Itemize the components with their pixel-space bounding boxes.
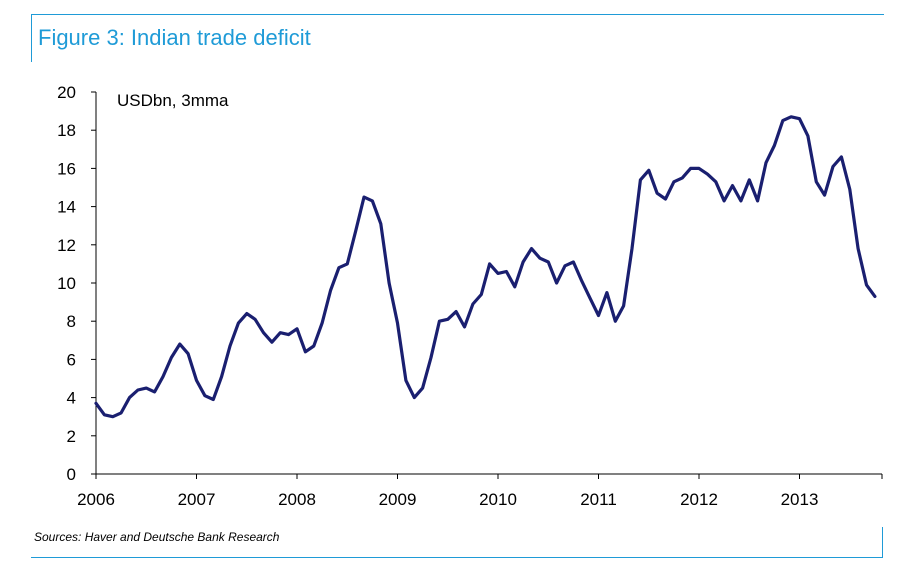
y-tick-label: 18 — [57, 121, 76, 140]
x-tick-label: 2010 — [479, 490, 517, 509]
y-tick-label: 2 — [67, 427, 76, 446]
x-tick-label: 2008 — [278, 490, 316, 509]
x-tick-labels: 2006 2007 2008 2009 2010 2011 2012 2013 — [77, 490, 818, 509]
unit-annotation: USDbn, 3mma — [117, 91, 229, 110]
y-tick-label: 14 — [57, 198, 76, 217]
y-tick-label: 20 — [57, 83, 76, 102]
y-tick-label: 0 — [67, 465, 76, 484]
y-tick-label: 16 — [57, 159, 76, 178]
source-note: Sources: Haver and Deutsche Bank Researc… — [34, 530, 280, 544]
y-tick-label: 8 — [67, 312, 76, 331]
x-tick-label: 2013 — [781, 490, 819, 509]
y-tick-label: 10 — [57, 274, 76, 293]
y-tick-label: 12 — [57, 236, 76, 255]
x-tick-label: 2012 — [680, 490, 718, 509]
x-tick-label: 2009 — [379, 490, 417, 509]
frame-bottom-border — [31, 557, 883, 558]
chart-axes — [91, 91, 883, 479]
data-points — [95, 116, 876, 417]
y-tick-label: 4 — [67, 389, 76, 408]
x-tick-label: 2007 — [178, 490, 216, 509]
frame-top-border — [31, 14, 884, 15]
x-tick-label: 2011 — [580, 490, 617, 509]
frame-left-border — [31, 14, 32, 62]
figure-title: Figure 3: Indian trade deficit — [38, 25, 311, 50]
y-tick-labels: 0 2 4 6 8 10 12 14 16 18 20 — [57, 83, 76, 484]
trade-deficit-line — [94, 115, 877, 419]
frame-right-border — [882, 527, 883, 558]
y-tick-label: 6 — [67, 350, 76, 369]
x-tick-label: 2006 — [77, 490, 115, 509]
